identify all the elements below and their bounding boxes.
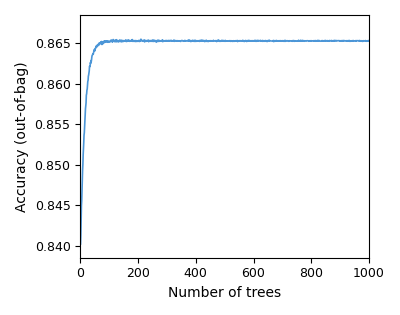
Y-axis label: Accuracy (out-of-bag): Accuracy (out-of-bag) xyxy=(15,61,29,212)
X-axis label: Number of trees: Number of trees xyxy=(168,286,281,300)
